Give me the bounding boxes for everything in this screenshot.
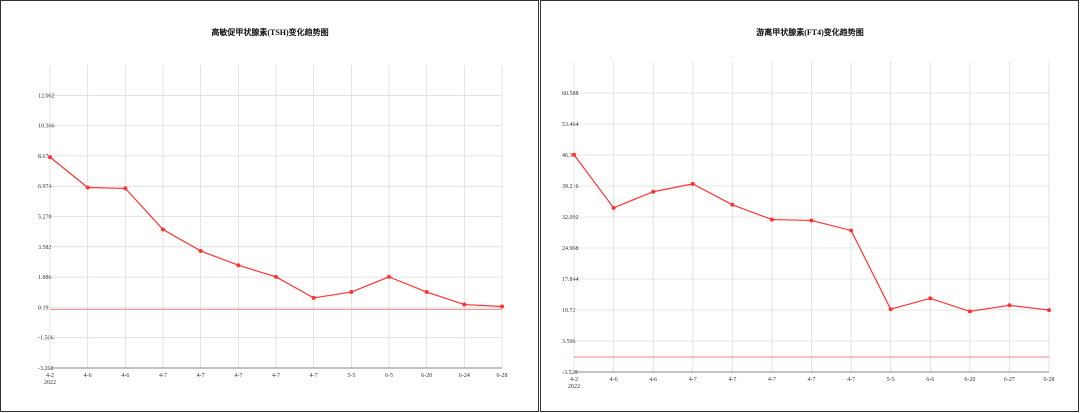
x-sublabel: 2022	[44, 380, 56, 386]
x-tick-label: 6-5	[385, 373, 393, 379]
panel-frame	[540, 0, 1079, 412]
data-point	[85, 185, 90, 190]
x-tick-label: 4-2	[46, 373, 54, 379]
x-tick-label: 6-28	[1044, 377, 1055, 383]
x-tick-label: 4-7	[808, 377, 816, 383]
y-tick-label: 0.19	[38, 305, 49, 311]
x-tick-label: 4-7	[159, 373, 167, 379]
y-tick-label: 39.216	[562, 184, 579, 190]
x-tick-label: 4-6	[84, 373, 92, 379]
x-tick-label: 4-7	[728, 377, 736, 383]
data-point	[651, 189, 656, 194]
x-tick-label: 4-7	[197, 373, 205, 379]
y-tick-label: 6.974	[38, 184, 52, 190]
y-tick-label: -3.202	[38, 366, 54, 372]
data-point	[769, 217, 774, 222]
x-tick-label: 6-27	[1004, 377, 1015, 383]
y-tick-label: 60.588	[562, 91, 579, 97]
data-point	[572, 152, 576, 157]
x-tick-label: 4-6	[121, 373, 129, 379]
y-tick-label: 8.67	[38, 154, 49, 160]
y-tick-label: 46.34	[562, 153, 576, 159]
data-point	[311, 295, 316, 300]
data-point	[809, 218, 814, 223]
y-tick-label: 5.278	[38, 215, 52, 221]
x-tick-label: 4-7	[234, 373, 242, 379]
y-tick-label: 53.464	[562, 122, 579, 128]
data-point	[462, 302, 467, 307]
y-tick-label: 1.886	[38, 275, 52, 281]
data-point	[161, 227, 165, 232]
data-point	[500, 304, 504, 309]
x-tick-label: 4-7	[310, 373, 318, 379]
x-tick-label: 4-7	[689, 377, 697, 383]
x-sublabel: 2022	[568, 384, 580, 390]
data-point	[690, 181, 695, 186]
data-point	[198, 248, 203, 253]
data-point	[611, 205, 616, 210]
y-tick-label: 12.062	[38, 93, 55, 99]
data-point	[349, 290, 354, 295]
y-tick-label: 10.366	[38, 124, 55, 130]
x-tick-label: 6-24	[459, 373, 470, 379]
y-tick-label: 3.596	[562, 339, 576, 345]
y-tick-label: -3.528	[562, 370, 578, 376]
data-point	[48, 155, 52, 160]
data-point	[730, 202, 735, 207]
data-point	[123, 186, 128, 191]
y-tick-label: -1.506	[38, 336, 54, 342]
y-tick-label: 10.72	[562, 308, 576, 314]
chart-title: 高敏促甲状腺素(TSH)变化趋势图	[211, 27, 328, 37]
x-tick-label: 5-5	[887, 377, 895, 383]
x-tick-label: 5-5	[347, 373, 355, 379]
data-point	[1007, 303, 1012, 308]
x-tick-label: 4-7	[272, 373, 280, 379]
x-tick-label: 4-7	[847, 377, 855, 383]
data-point	[888, 307, 893, 312]
data-point	[387, 274, 391, 279]
x-tick-label: 6-20	[421, 373, 432, 379]
x-tick-label: 4-6	[649, 377, 657, 383]
x-tick-label: 4-6	[610, 377, 618, 383]
data-point	[849, 228, 854, 233]
data-point	[424, 290, 429, 295]
chart-title: 游离甲状腺素(FT4)变化趋势图	[756, 27, 864, 37]
x-tick-label: 4-7	[768, 377, 776, 383]
data-point	[236, 263, 241, 268]
data-point	[274, 274, 278, 279]
x-tick-label: 6-6	[926, 377, 934, 383]
data-point	[967, 309, 972, 314]
x-tick-label: 6-28	[497, 373, 508, 379]
y-tick-label: 32.092	[562, 215, 579, 221]
data-point	[1047, 308, 1051, 313]
y-tick-label: 17.844	[562, 277, 579, 283]
y-tick-label: 24.968	[562, 246, 579, 252]
y-tick-label: 3.582	[38, 245, 52, 251]
x-tick-label: 6-20	[964, 377, 975, 383]
x-tick-label: 4-2	[570, 377, 578, 383]
panel-frame	[0, 0, 539, 412]
data-point	[928, 296, 933, 301]
